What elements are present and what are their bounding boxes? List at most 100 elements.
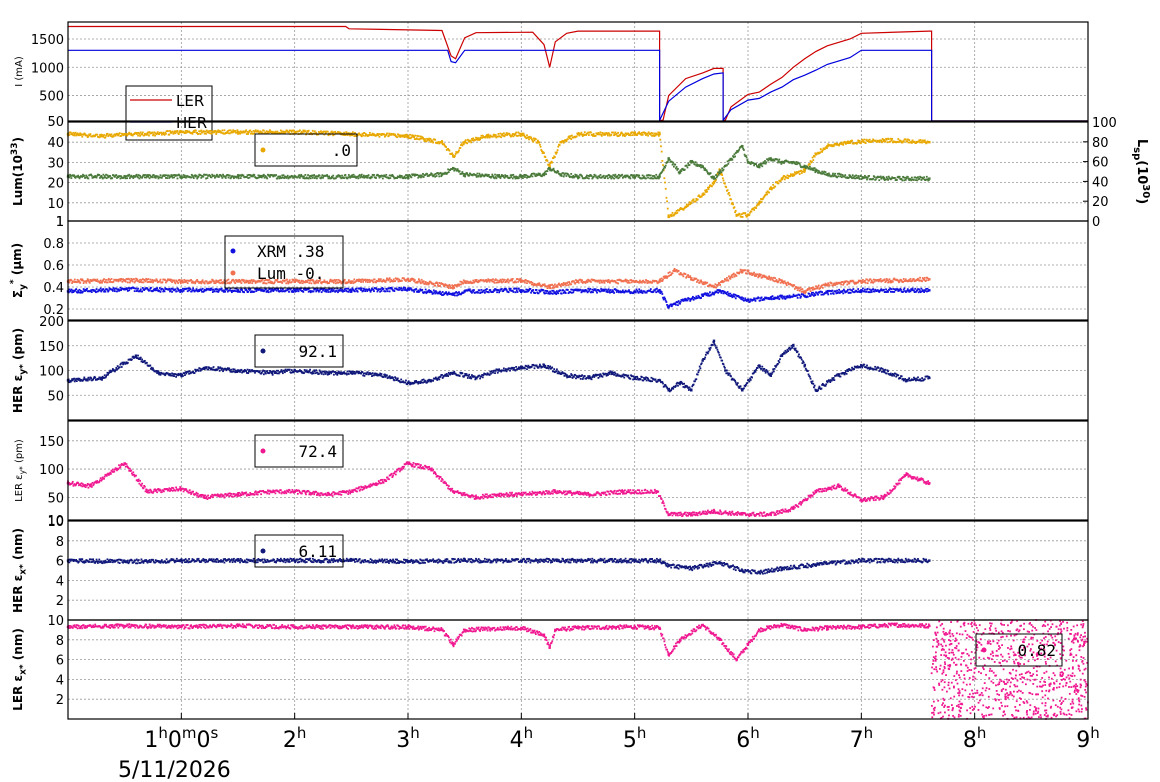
data-point [483, 291, 486, 294]
data-point [494, 134, 497, 136]
data-point [547, 291, 550, 294]
legend-swatch [260, 147, 266, 153]
data-point [892, 288, 895, 290]
data-point [666, 304, 668, 306]
data-point [844, 174, 847, 177]
data-point [604, 177, 607, 179]
data-point [183, 278, 186, 281]
data-point [192, 177, 195, 179]
data-point [94, 290, 97, 293]
data-point [927, 141, 930, 144]
data-point [478, 289, 481, 292]
data-point [762, 197, 764, 200]
data-point [164, 131, 167, 134]
data-point [326, 280, 328, 283]
data-point [919, 290, 921, 292]
data-point [511, 177, 514, 180]
data-point [126, 177, 129, 180]
data-point [424, 282, 426, 285]
data-point [210, 280, 213, 283]
data-point [667, 214, 670, 217]
data-point [628, 281, 631, 284]
data-point [298, 279, 301, 282]
data-point [826, 289, 829, 292]
y-right-tick-label: 0 [1092, 215, 1100, 230]
data-point [412, 278, 415, 280]
data-point [102, 135, 105, 138]
data-point [901, 179, 904, 182]
data-point [221, 282, 224, 285]
data-point [800, 169, 802, 172]
data-point [611, 291, 613, 294]
data-point [114, 134, 117, 137]
data-point [292, 291, 294, 293]
data-point [428, 282, 430, 285]
data-point [581, 175, 583, 178]
data-point [855, 142, 858, 145]
data-point [283, 177, 286, 179]
data-point [400, 134, 403, 137]
data-point [454, 153, 457, 155]
data-point [341, 174, 343, 177]
data-point [468, 281, 471, 284]
y-right-tick-label: 20 [1092, 195, 1109, 210]
data-point [562, 289, 564, 291]
data-point [543, 152, 545, 154]
data-point [194, 129, 197, 132]
data-point [868, 138, 871, 141]
data-point [386, 290, 389, 293]
data-point [67, 291, 70, 294]
data-point [209, 175, 212, 177]
data-point [203, 132, 206, 135]
data-point [458, 283, 461, 286]
data-point [711, 293, 713, 296]
data-point [475, 279, 478, 281]
data-point [770, 296, 773, 298]
data-point [766, 190, 769, 193]
data-point [169, 289, 172, 292]
data-point [748, 213, 751, 216]
data-point [368, 278, 371, 281]
data-point [335, 279, 338, 281]
data-point [336, 175, 339, 178]
data-point [247, 282, 250, 284]
data-point [230, 131, 233, 134]
data-point [520, 279, 523, 282]
data-point [680, 170, 683, 173]
data-point [598, 175, 600, 178]
data-point [143, 134, 146, 137]
data-point [82, 288, 85, 290]
data-point [228, 289, 231, 292]
data-point [375, 134, 378, 136]
data-point [416, 135, 419, 137]
data-point [229, 129, 232, 132]
data-point [863, 176, 866, 179]
data-point [825, 173, 828, 176]
data-point [536, 174, 539, 176]
data-point [703, 169, 706, 171]
data-point [171, 130, 174, 133]
data-point [426, 291, 429, 294]
data-point [266, 132, 269, 135]
data-point [222, 281, 225, 284]
data-point [749, 300, 751, 303]
data-point [273, 281, 276, 283]
data-point [435, 291, 438, 294]
data-point [803, 169, 806, 172]
data-point [787, 177, 790, 180]
data-point [706, 294, 709, 297]
data-point [699, 280, 702, 283]
data-point [783, 295, 785, 298]
data-point [144, 280, 147, 283]
data-point [877, 176, 880, 179]
data-point [288, 131, 290, 134]
data-point [405, 135, 407, 138]
data-point [903, 179, 906, 182]
data-point [75, 133, 78, 136]
data-point [327, 177, 330, 180]
data-point [503, 176, 506, 179]
data-point [733, 275, 736, 278]
data-point [319, 278, 322, 281]
data-point [569, 135, 572, 137]
data-point [898, 289, 901, 292]
